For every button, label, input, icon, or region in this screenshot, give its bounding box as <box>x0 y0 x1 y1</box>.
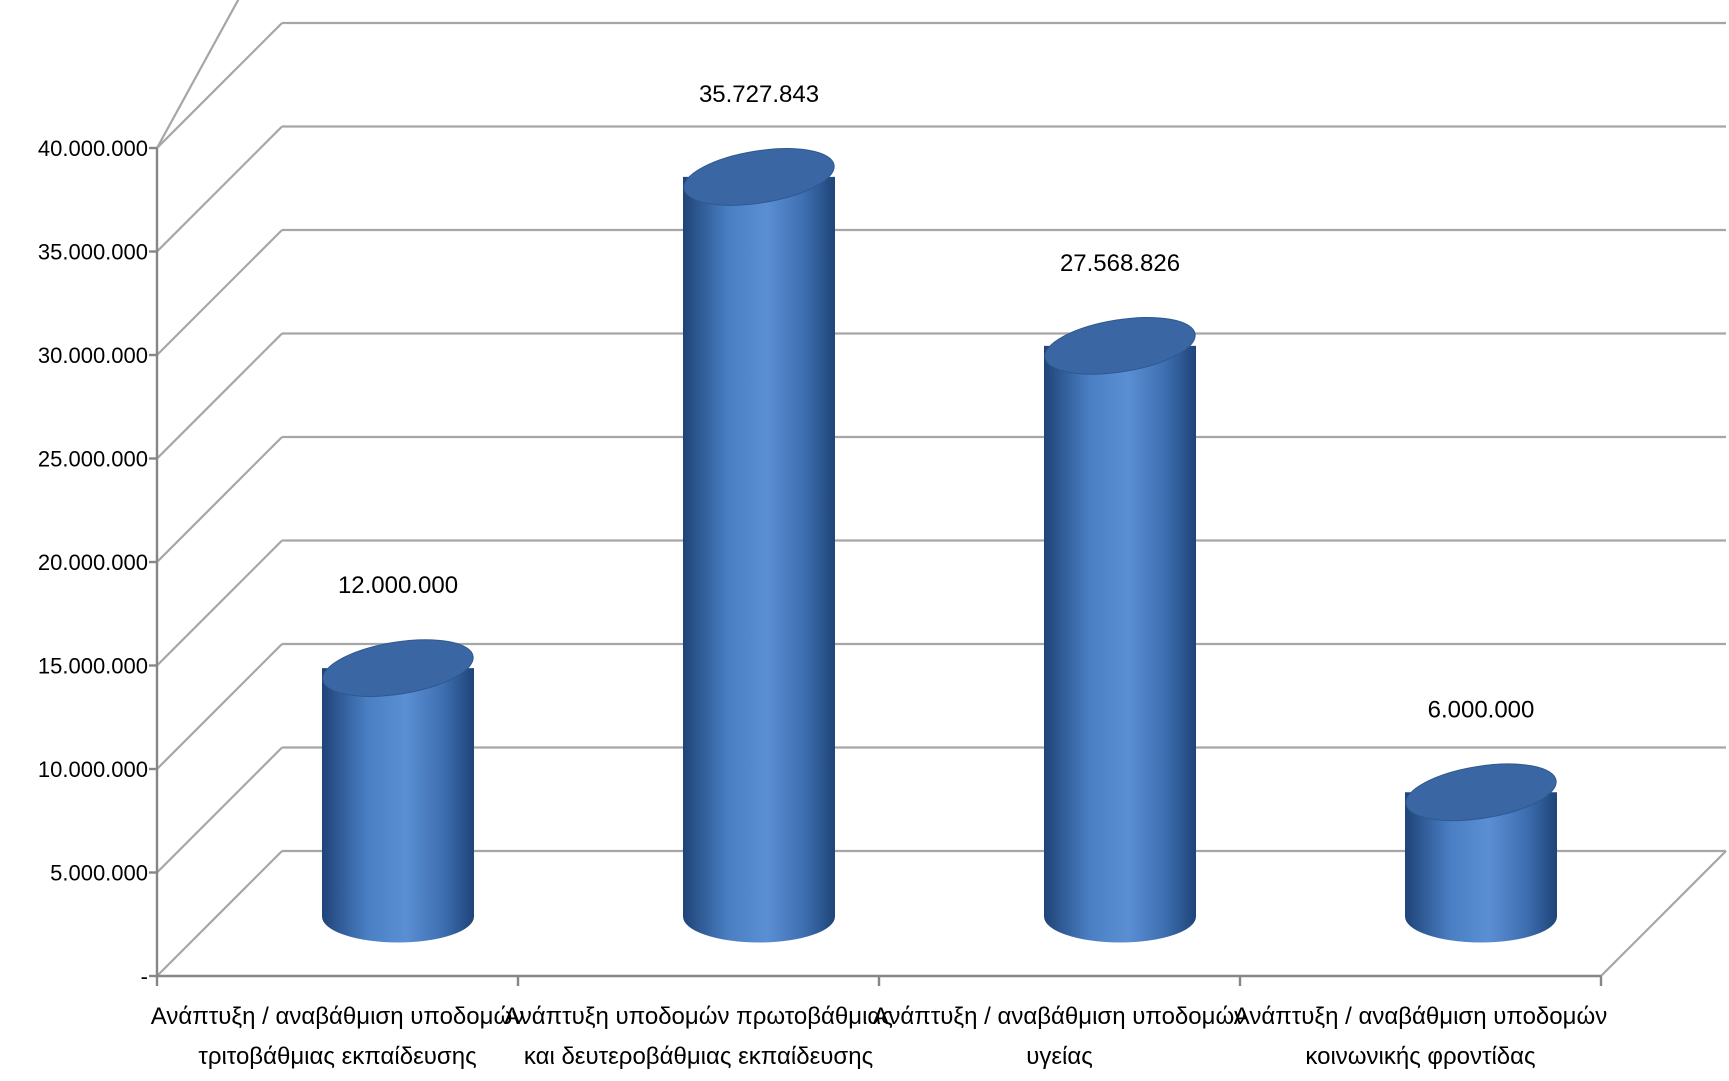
y-tick-label: 15.000.000 <box>38 654 148 679</box>
bar-body <box>683 176 835 943</box>
y-tick-label: 25.000.000 <box>38 447 148 472</box>
gridline-depth <box>156 125 283 253</box>
data-label: 6.000.000 <box>1428 696 1535 723</box>
bar-top <box>1044 317 1196 375</box>
bar <box>1044 317 1196 943</box>
data-label: 27.568.826 <box>1060 250 1180 277</box>
gridline-depth <box>156 229 283 356</box>
bar-top <box>1405 763 1557 822</box>
y-tick-label: 30.000.000 <box>38 343 148 368</box>
x-category-label: Ανάπτυξη / αναβάθμιση υποδομών υγείας <box>873 1003 1246 1070</box>
gridline-depth <box>156 746 283 874</box>
bar-body <box>322 668 474 943</box>
y-tick-label: 5.000.000 <box>50 861 148 886</box>
gridline-depth <box>156 539 283 667</box>
floor-right-edge <box>1600 850 1727 977</box>
x-category-label-line: Ανάπτυξη υποδομών πρωτοβάθμιας <box>504 1003 893 1030</box>
x-category-label-line: κοινωνικής φροντίδας <box>1305 1043 1535 1070</box>
y-tick-label: 20.000.000 <box>38 550 148 575</box>
y-tick-label: 40.000.000 <box>38 136 148 161</box>
x-category-label-line: υγείας <box>1026 1043 1093 1070</box>
bars <box>322 148 1557 943</box>
y-tick-label: - <box>141 964 148 989</box>
labels: - 5.000.000 10.000.000 15.000.000 20.000.000… <box>38 81 1607 1070</box>
bar <box>1405 763 1557 943</box>
x-category-label: Ανάπτυξη υποδομών πρωτοβάθμιας και δευτερ… <box>504 1003 893 1070</box>
gridline-depth <box>156 850 283 977</box>
bar-body <box>1044 345 1196 943</box>
y-tick-label: 35.000.000 <box>38 240 148 265</box>
gridline-depth <box>156 643 283 770</box>
gridline-depth <box>156 332 283 460</box>
bar-body <box>1405 792 1557 943</box>
gridline-depth <box>156 436 283 563</box>
x-category-label-line: Ανάπτυξη / αναβάθμιση υποδομών <box>873 1003 1246 1030</box>
data-label: 35.727.843 <box>699 81 819 108</box>
x-category-label: Ανάπτυξη / αναβάθμιση υποδομών κοινωνικής… <box>1234 1003 1607 1070</box>
gridlines <box>156 0 1727 977</box>
data-label: 12.000.000 <box>338 572 458 599</box>
x-category-label-line: τριτοβάθμιας εκπαίδευσης <box>198 1043 476 1070</box>
bar-top <box>322 639 474 697</box>
gridline-depth <box>156 22 283 149</box>
bar <box>683 148 835 943</box>
x-category-label: Ανάπτυξη / αναβάθμιση υποδομών τριτοβάθμι… <box>151 1003 524 1070</box>
bar <box>322 639 474 943</box>
wall-top-depth <box>156 0 240 149</box>
x-category-label-line: Ανάπτυξη / αναβάθμιση υποδομών <box>151 1003 524 1030</box>
y-tick-label: 10.000.000 <box>38 757 148 782</box>
x-category-label-line: και δευτεροβάθμιας εκπαίδευσης <box>524 1043 873 1070</box>
axes <box>149 146 1603 986</box>
x-category-label-line: Ανάπτυξη / αναβάθμιση υποδομών <box>1234 1003 1607 1030</box>
bar-top <box>683 148 835 206</box>
